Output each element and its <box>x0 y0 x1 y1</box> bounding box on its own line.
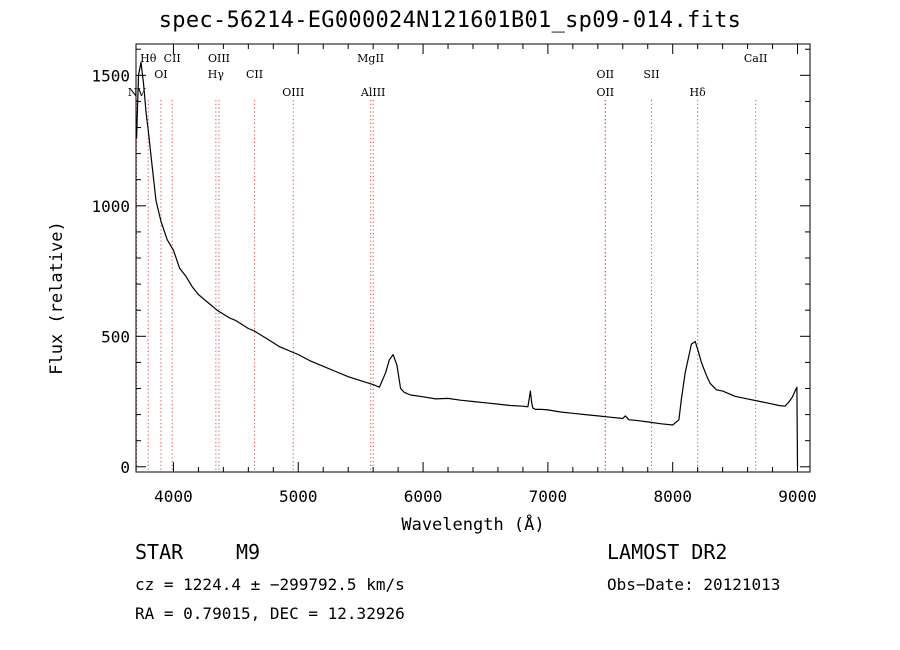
x-tick-label: 9000 <box>778 487 817 506</box>
chart-title: spec-56214-EG000024N121601B01_sp09-014.f… <box>158 8 742 33</box>
spectrum-line-layer <box>136 61 799 467</box>
axis-layer: 4000 5000 6000 7000 8000 9000 0 500 1000 1500 Wave… <box>47 43 817 535</box>
line-label: CII <box>246 68 263 81</box>
coordinates-label: RA = 0.79015, DEC = 12.32926 <box>135 604 405 623</box>
line-label: CII <box>164 52 181 65</box>
y-tick-label: 0 <box>120 458 130 477</box>
y-tick-label: 500 <box>101 327 130 346</box>
line-label: MgII <box>357 52 384 65</box>
line-label: Hδ <box>690 86 707 99</box>
y-tick-label: 1000 <box>91 197 130 216</box>
x-axis-title: Wavelength (Å) <box>401 513 544 535</box>
y-tick-label: 1500 <box>91 66 130 85</box>
line-label: OI <box>154 68 167 81</box>
line-label: OII <box>596 68 614 81</box>
line-label: SII <box>643 68 659 81</box>
line-label: OIII <box>282 86 304 99</box>
x-tick-label: 7000 <box>529 487 568 506</box>
line-label: Hθ <box>140 52 157 65</box>
redshift-label: cz = 1224.4 ± −299792.5 km/s <box>135 575 405 594</box>
y-axis-title: Flux (relative) <box>47 221 67 375</box>
x-tick-label: 5000 <box>279 487 318 506</box>
line-label: Hγ <box>208 68 225 81</box>
x-tick-label: 8000 <box>653 487 692 506</box>
line-marker-layer <box>136 100 757 472</box>
line-label: OII <box>596 86 614 99</box>
object-subclass-label: M9 <box>236 540 261 564</box>
survey-label: LAMOST DR2 <box>607 540 728 564</box>
line-label: OIII <box>208 52 230 65</box>
spectrum-line <box>136 61 799 467</box>
x-tick-label: 6000 <box>404 487 443 506</box>
obs-date-label: Obs−Date: 20121013 <box>607 575 781 594</box>
object-class-label: STAR <box>135 540 184 564</box>
line-label: CaII <box>744 52 768 65</box>
line-label-layer: Hθ NV OI CII OIII Hγ CII OIII MgII AlIII OII OII SII… <box>128 52 768 99</box>
plot-frame <box>135 43 811 473</box>
line-label: NV <box>128 86 147 99</box>
x-tick-label: 4000 <box>154 487 193 506</box>
line-label: AlIII <box>360 86 386 99</box>
